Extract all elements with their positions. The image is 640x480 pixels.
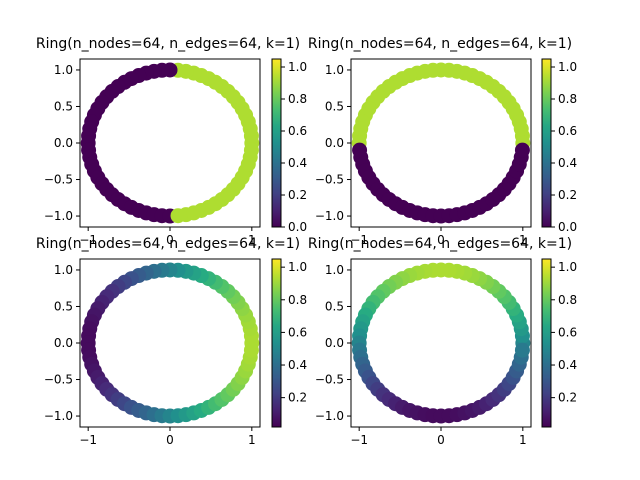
colorbar-frame bbox=[271, 58, 282, 228]
colorbar-tick-label: 1.0 bbox=[288, 60, 307, 74]
y-tick-label: 0.5 bbox=[54, 99, 73, 113]
scatter-points bbox=[351, 62, 531, 224]
colorbar bbox=[272, 259, 281, 427]
colorbar-tick-label: 0.0 bbox=[288, 220, 307, 234]
colorbar bbox=[272, 59, 281, 227]
colorbar-tick-label: 0.2 bbox=[288, 391, 307, 405]
x-tick-label: −1 bbox=[350, 233, 368, 247]
colorbar-tick-label: 0.0 bbox=[558, 220, 577, 234]
colorbar-tick-label: 1.0 bbox=[288, 260, 307, 274]
axes-frame bbox=[79, 58, 261, 228]
y-tick-label: 1.0 bbox=[325, 63, 344, 77]
scatter-points bbox=[80, 62, 260, 224]
colorbar-tick-label: 0.4 bbox=[558, 156, 577, 170]
y-tick-label: −0.5 bbox=[315, 173, 344, 187]
y-tick-label: 0.5 bbox=[54, 299, 73, 313]
colorbar-tick-label: 0.8 bbox=[288, 293, 307, 307]
colorbar-tick-label: 0.6 bbox=[288, 325, 307, 339]
x-tick-label: 0 bbox=[166, 233, 174, 247]
colorbar-tick-label: 0.2 bbox=[558, 391, 577, 405]
colorbar-tick-label: 0.6 bbox=[288, 124, 307, 138]
colorbar-frame bbox=[541, 258, 552, 428]
colorbar-tick-label: 1.0 bbox=[558, 60, 577, 74]
colorbar-tick-label: 0.8 bbox=[288, 92, 307, 106]
axes-frame bbox=[350, 258, 532, 428]
colorbar-frame bbox=[271, 258, 282, 428]
x-tick-label: −1 bbox=[79, 233, 97, 247]
colorbar-tick-label: 0.6 bbox=[558, 124, 577, 138]
y-tick-label: −0.5 bbox=[44, 373, 73, 387]
colorbar-tick-label: 0.4 bbox=[288, 358, 307, 372]
x-tick-label: −1 bbox=[79, 433, 97, 447]
axes-frame bbox=[79, 258, 261, 428]
scatter-points bbox=[351, 262, 531, 424]
colorbar-tick-label: 0.4 bbox=[288, 156, 307, 170]
y-tick-label: −0.5 bbox=[44, 173, 73, 187]
colorbar-tick-label: 0.6 bbox=[558, 325, 577, 339]
subplot-2: −1 0 1 1.0 0.5 0.0 −0.5 −1.0 0.0 0.2 0.4 0.6 0.8 1.0 R… bbox=[308, 36, 577, 247]
x-tick-label: 0 bbox=[166, 433, 174, 447]
colorbar-tick-label: 1.0 bbox=[558, 260, 577, 274]
x-tick-label: 1 bbox=[519, 233, 527, 247]
colorbar-frame bbox=[541, 58, 552, 228]
y-tick-label: 0.0 bbox=[325, 336, 344, 350]
y-tick-label: −1.0 bbox=[315, 209, 344, 223]
colorbar bbox=[542, 59, 551, 227]
colorbar-tick-label: 0.2 bbox=[288, 188, 307, 202]
subplot-3: −1 0 1 1.0 0.5 0.0 −0.5 −1.0 0.2 0.4 0.6 0.8 1.0 Ring… bbox=[36, 236, 307, 447]
scatter-point bbox=[243, 142, 259, 158]
colorbar-tick-label: 0.2 bbox=[558, 188, 577, 202]
y-tick-label: 1.0 bbox=[54, 263, 73, 277]
x-tick-label: 1 bbox=[248, 233, 256, 247]
x-tick-label: 0 bbox=[437, 233, 445, 247]
y-tick-label: 1.0 bbox=[54, 63, 73, 77]
x-tick-label: 1 bbox=[248, 433, 256, 447]
y-tick-label: −1.0 bbox=[44, 409, 73, 423]
scatter-point bbox=[514, 342, 530, 358]
chart-title: Ring(n_nodes=64, n_edges=64, k=1) bbox=[36, 236, 300, 252]
y-tick-label: 0.0 bbox=[325, 136, 344, 150]
y-tick-label: 0.5 bbox=[325, 99, 344, 113]
subplot-4: −1 0 1 1.0 0.5 0.0 −0.5 −1.0 0.2 0.4 0.6 0.8 1.0 Ring… bbox=[308, 236, 577, 447]
y-tick-label: −1.0 bbox=[315, 409, 344, 423]
chart-title: Ring(n_nodes=64, n_edges=64, k=1) bbox=[36, 36, 300, 52]
chart-title: Ring(n_nodes=64, n_edges=64, k=1) bbox=[308, 236, 572, 252]
scatter-point bbox=[243, 342, 259, 358]
colorbar-tick-label: 0.8 bbox=[558, 293, 577, 307]
y-tick-label: 0.0 bbox=[54, 136, 73, 150]
y-tick-label: 0.5 bbox=[325, 299, 344, 313]
subplot-1: −1 0 1 1.0 0.5 0.0 −0.5 −1.0 0.0 0.2 0.4 0.6 0.8 1.0 R… bbox=[36, 36, 307, 247]
y-tick-label: −0.5 bbox=[315, 373, 344, 387]
axes-frame bbox=[350, 58, 532, 228]
chart-title: Ring(n_nodes=64, n_edges=64, k=1) bbox=[308, 36, 572, 52]
colorbar-tick-label: 0.4 bbox=[558, 358, 577, 372]
y-tick-label: −1.0 bbox=[44, 209, 73, 223]
x-tick-label: −1 bbox=[350, 433, 368, 447]
x-tick-label: 0 bbox=[437, 433, 445, 447]
colorbar bbox=[542, 259, 551, 427]
colorbar-tick-label: 0.8 bbox=[558, 92, 577, 106]
scatter-points bbox=[80, 262, 260, 424]
scatter-point bbox=[514, 142, 530, 158]
y-tick-label: 0.0 bbox=[54, 336, 73, 350]
x-tick-label: 1 bbox=[519, 433, 527, 447]
y-tick-label: 1.0 bbox=[325, 263, 344, 277]
